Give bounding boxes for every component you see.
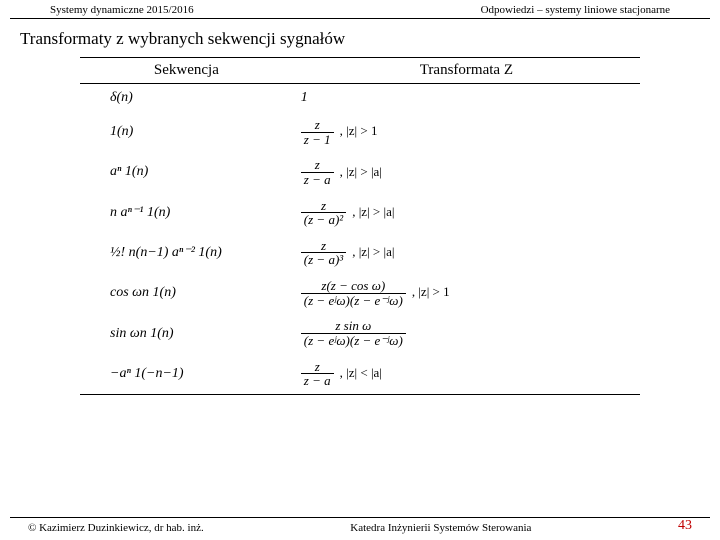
- transform-cell: z(z − a)², |z| > |a|: [293, 193, 640, 233]
- footer-left: © Kazimierz Duzinkiewicz, dr hab. inż.: [28, 522, 204, 534]
- header-left: Systemy dynamiczne 2015/2016: [50, 4, 194, 16]
- table-row: 1(n)zz − 1, |z| > 1: [80, 112, 640, 152]
- transform-cell: zz − a, |z| > |a|: [293, 152, 640, 192]
- transform-table: Sekwencja Transformata Z δ(n)11(n)zz − 1…: [80, 57, 640, 395]
- table-row: aⁿ 1(n)zz − a, |z| > |a|: [80, 152, 640, 192]
- transform-cell: zz − 1, |z| > 1: [293, 112, 640, 152]
- table-row: ½! n(n−1) aⁿ⁻² 1(n)z(z − a)³, |z| > |a|: [80, 233, 640, 273]
- transform-cell: z(z − cos ω)(z − eʲω)(z − e⁻ʲω), |z| > 1: [293, 273, 640, 313]
- table-row: δ(n)1: [80, 84, 640, 113]
- table-row: n aⁿ⁻¹ 1(n)z(z − a)², |z| > |a|: [80, 193, 640, 233]
- col-transform: Transformata Z: [293, 58, 640, 84]
- sequence-cell: −aⁿ 1(−n−1): [80, 354, 293, 395]
- col-sequence: Sekwencja: [80, 58, 293, 84]
- sequence-cell: aⁿ 1(n): [80, 152, 293, 192]
- transform-cell: 1: [293, 84, 640, 113]
- sequence-cell: 1(n): [80, 112, 293, 152]
- sequence-cell: ½! n(n−1) aⁿ⁻² 1(n): [80, 233, 293, 273]
- footer-center: Katedra Inżynierii Systemów Sterowania: [350, 522, 531, 534]
- transform-cell: z sin ω(z − eʲω)(z − e⁻ʲω): [293, 313, 640, 353]
- transform-cell: zz − a, |z| < |a|: [293, 354, 640, 395]
- transform-cell: z(z − a)³, |z| > |a|: [293, 233, 640, 273]
- page-number: 43: [678, 518, 692, 534]
- sequence-cell: sin ωn 1(n): [80, 313, 293, 353]
- sequence-cell: δ(n): [80, 84, 293, 113]
- table-row: sin ωn 1(n)z sin ω(z − eʲω)(z − e⁻ʲω): [80, 313, 640, 353]
- header-right: Odpowiedzi – systemy liniowe stacjonarne: [481, 4, 670, 16]
- sequence-cell: cos ωn 1(n): [80, 273, 293, 313]
- page-title: Transformaty z wybranych sekwencji sygna…: [0, 19, 720, 57]
- sequence-cell: n aⁿ⁻¹ 1(n): [80, 193, 293, 233]
- table-row: cos ωn 1(n)z(z − cos ω)(z − eʲω)(z − e⁻ʲ…: [80, 273, 640, 313]
- table-row: −aⁿ 1(−n−1)zz − a, |z| < |a|: [80, 354, 640, 395]
